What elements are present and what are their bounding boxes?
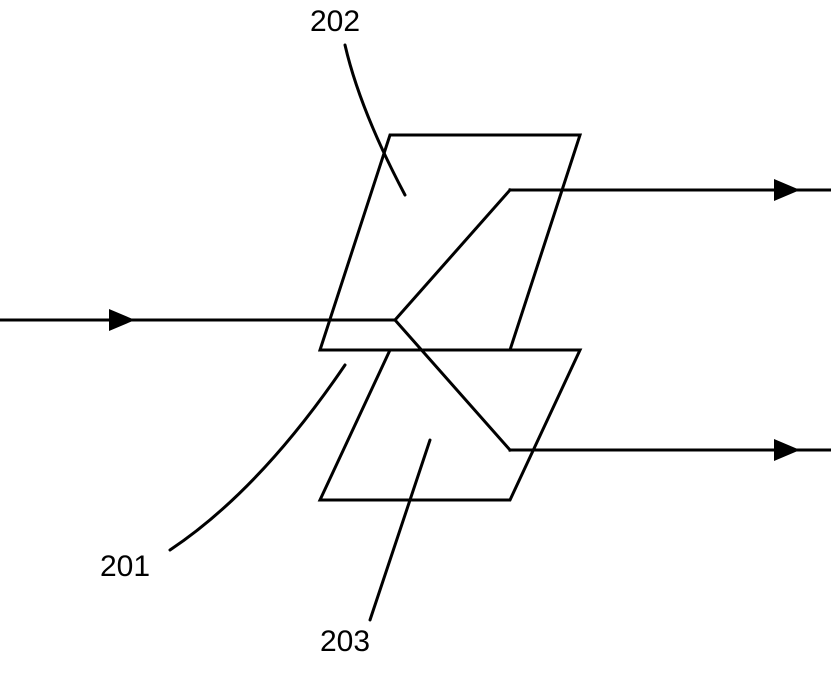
leader-203	[370, 440, 430, 620]
ray-lower-diag	[395, 320, 510, 450]
arrowhead-input	[109, 309, 135, 331]
prism-upper	[320, 135, 580, 350]
label-203: 203	[320, 625, 370, 659]
prism-lower	[320, 350, 580, 500]
leader-202	[345, 45, 405, 195]
leader-201	[170, 365, 345, 550]
label-201: 201	[100, 550, 150, 584]
label-202: 202	[310, 5, 360, 39]
arrowhead-upper	[774, 179, 800, 201]
arrowhead-lower	[774, 439, 800, 461]
ray-upper-diag	[395, 190, 510, 320]
